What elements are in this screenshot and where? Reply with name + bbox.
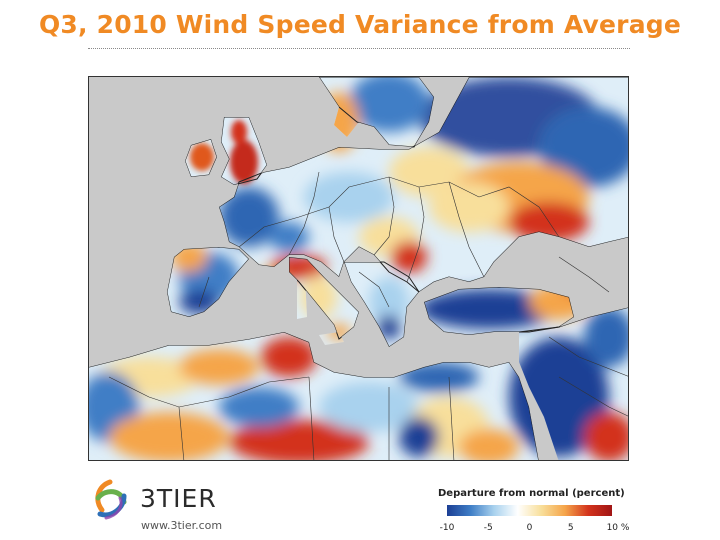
brand-name: 3TIER [140,484,217,513]
legend-tick: -5 [483,523,493,533]
3tier-logo-icon [95,479,127,520]
brand-url[interactable]: www.3tier.com [141,519,223,532]
title-divider [88,48,630,49]
legend-tick: 5 [567,523,574,533]
legend-tick: -10 [439,523,455,533]
legend-color-scale [447,505,612,516]
legend-title: Departure from normal (percent) [438,488,625,499]
legend-tick: 10 % [606,523,630,533]
wind-variance-map [88,76,629,461]
page-title: Q3, 2010 Wind Speed Variance from Averag… [38,10,682,39]
legend-tick: 0 [526,523,533,533]
map-canvas [89,77,628,460]
